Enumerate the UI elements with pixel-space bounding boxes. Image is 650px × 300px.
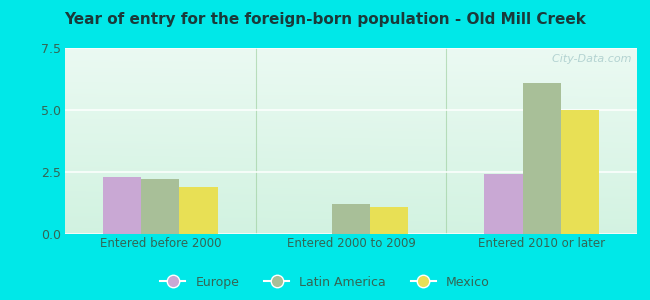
Bar	[370, 207, 408, 234]
Text: Year of entry for the foreign-born population - Old Mill Creek: Year of entry for the foreign-born popul…	[64, 12, 586, 27]
Bar	[523, 83, 561, 234]
Bar	[561, 110, 599, 234]
Bar	[141, 179, 179, 234]
Bar	[332, 204, 370, 234]
Bar	[179, 187, 218, 234]
Legend: Europe, Latin America, Mexico: Europe, Latin America, Mexico	[155, 271, 495, 294]
Bar	[103, 177, 141, 234]
Text: City-Data.com: City-Data.com	[545, 54, 631, 64]
Bar	[484, 175, 523, 234]
